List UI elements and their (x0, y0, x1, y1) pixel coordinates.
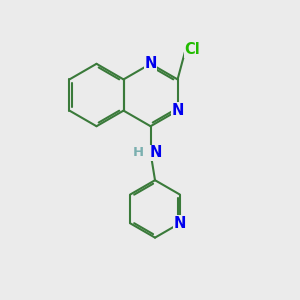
Text: N: N (174, 216, 186, 231)
Text: Cl: Cl (184, 42, 200, 57)
Text: N: N (171, 103, 184, 118)
Text: N: N (150, 145, 162, 160)
Text: H: H (133, 146, 144, 159)
Text: N: N (144, 56, 157, 71)
